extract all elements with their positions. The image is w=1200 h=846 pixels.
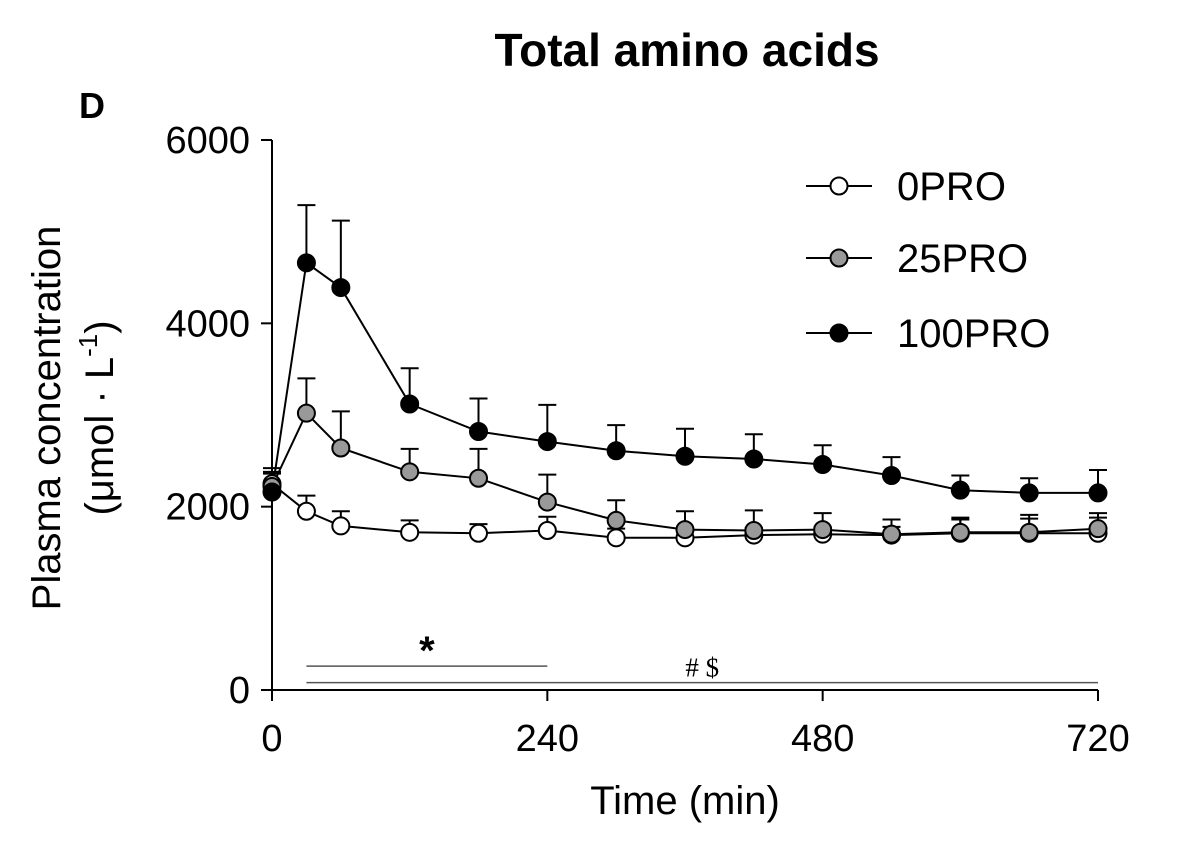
legend-marker-0pro	[829, 176, 849, 196]
y-ticks: 0 2000 4000 6000	[165, 120, 272, 712]
series-lines	[271, 261, 1099, 539]
data-point-25pro	[882, 524, 901, 544]
data-point-25pro	[606, 510, 626, 530]
data-point-25pro	[813, 520, 833, 540]
y-tick-label: 0	[229, 670, 250, 712]
data-point-0pro	[537, 521, 557, 540]
x-tick-label: 0	[261, 718, 282, 760]
data-point-100pro	[537, 432, 557, 452]
x-ticks: 0 240 480 720	[261, 690, 1130, 760]
data-point-25pro	[537, 492, 557, 512]
data-point-100pro	[331, 278, 351, 298]
data-point-100pro	[950, 480, 970, 500]
x-tick-label: 240	[516, 718, 579, 760]
data-point-25pro	[400, 462, 420, 482]
y-axis-title-line2: (μmol · L-1)	[73, 320, 122, 515]
data-point-25pro	[1088, 519, 1108, 539]
data-point-25pro	[675, 520, 695, 540]
data-point-100pro	[1019, 483, 1039, 503]
data-point-25pro	[744, 521, 764, 540]
data-point-100pro	[606, 441, 626, 461]
legend-marker-100pro	[829, 323, 849, 343]
legend-label-0pro: 0PRO	[897, 165, 1006, 209]
x-tick-label: 720	[1066, 718, 1129, 760]
y-axis-unit-suffix: )	[78, 320, 122, 333]
data-point-100pro	[1088, 483, 1108, 503]
data-point-0pro	[400, 522, 420, 542]
significance-label: *	[419, 629, 435, 673]
x-tick-label: 480	[791, 718, 854, 760]
data-point-100pro	[744, 449, 764, 469]
data-point-25pro	[331, 438, 351, 458]
y-tick-label: 2000	[165, 487, 250, 529]
legend-marker-25pro	[829, 248, 849, 268]
x-axis: 0 240 480 720	[261, 689, 1130, 760]
data-point-0pro	[331, 516, 351, 536]
data-point-100pro	[469, 422, 488, 441]
data-point-25pro	[950, 522, 970, 542]
data-points	[262, 253, 1108, 548]
panel-label: D	[79, 85, 105, 126]
series-line-100pro	[271, 261, 1098, 494]
data-point-100pro	[882, 466, 901, 485]
legend-label-100pro: 100PRO	[897, 312, 1050, 356]
data-point-0pro	[296, 501, 316, 521]
data-point-25pro	[469, 468, 488, 488]
data-point-100pro	[296, 253, 316, 273]
data-point-100pro	[400, 394, 420, 414]
y-axis: 0 2000 4000 6000	[165, 120, 273, 712]
legend: 0PRO 25PRO 100PRO	[806, 165, 1050, 356]
x-axis-title: Time (min)	[590, 779, 780, 823]
y-tick-label: 4000	[165, 303, 250, 345]
legend-label-25pro: 25PRO	[897, 237, 1028, 281]
data-point-100pro	[813, 455, 833, 474]
significance-bars: * # $	[306, 629, 1098, 684]
data-point-0pro	[606, 528, 626, 548]
data-point-25pro	[1019, 522, 1039, 542]
data-point-100pro	[675, 446, 695, 466]
significance-label: # $	[685, 653, 719, 683]
data-point-100pro	[262, 482, 282, 502]
chart-title: Total amino acids	[494, 24, 879, 76]
y-axis-unit-prefix: (μmol · L	[78, 357, 122, 516]
y-axis-unit-sup: -1	[73, 334, 103, 357]
y-tick-label: 6000	[165, 120, 250, 162]
data-point-0pro	[469, 523, 488, 543]
y-axis-title-line1: Plasma concentration	[25, 226, 69, 611]
series-line-25pro	[271, 411, 1099, 536]
data-point-25pro	[296, 403, 316, 423]
